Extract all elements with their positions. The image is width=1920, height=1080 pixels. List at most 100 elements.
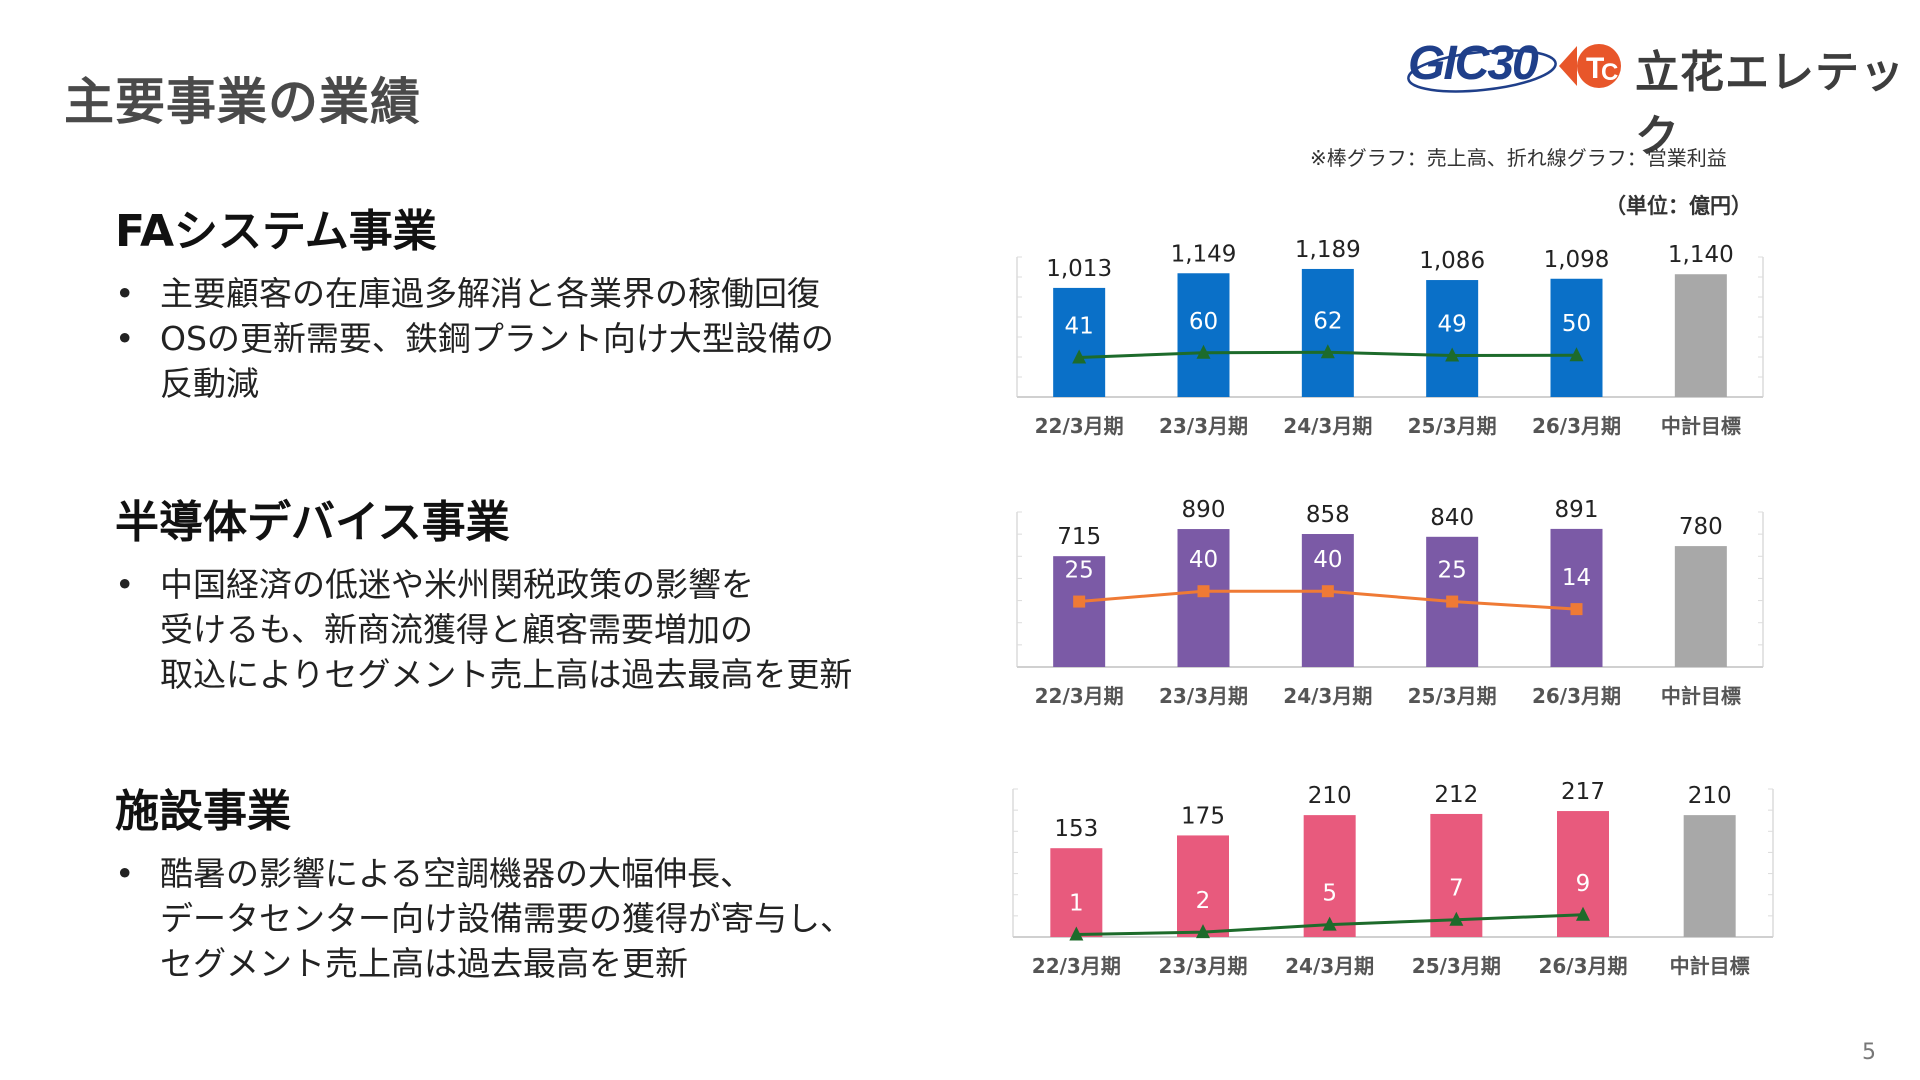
bullet-item: • 酷暑の影響による空調機器の大幅伸長、 データセンター向け設備需要の獲得が寄与…	[115, 851, 975, 986]
line-marker	[1446, 595, 1459, 608]
line-marker	[1322, 916, 1337, 931]
page-title: 主要事業の業績	[64, 73, 421, 131]
section-semiconductor: 半導体デバイス事業 • 中国経済の低迷や米州関税政策の影響を 受けるも、新商流獲…	[115, 486, 975, 697]
profit-value-label: 7	[1449, 876, 1464, 902]
x-tick-label: 25/3月期	[1408, 414, 1497, 438]
bar-value-label: 1,013	[1046, 256, 1112, 282]
bullet-item: • 中国経済の低迷や米州関税政策の影響を 受けるも、新商流獲得と顧客需要増加の …	[115, 562, 975, 697]
bar-value-label: 890	[1182, 497, 1226, 523]
bar-value-label: 212	[1434, 782, 1478, 808]
bar-value-label: 175	[1181, 803, 1225, 829]
bullet-item: • OSの更新需要、鉄鋼プラント向け大型設備の 反動減	[115, 316, 975, 406]
x-tick-label: 25/3月期	[1408, 684, 1497, 708]
x-tick-label: 22/3月期	[1035, 414, 1124, 438]
bar	[1177, 273, 1230, 397]
bullet-text: 取込によりセグメント売上高は過去最高を更新	[160, 655, 853, 694]
x-tick-label: 25/3月期	[1412, 954, 1501, 978]
gic-swoosh-icon	[1407, 49, 1557, 93]
x-tick-label: 23/3月期	[1159, 414, 1248, 438]
bar-value-label: 891	[1555, 497, 1599, 523]
x-tick-label: 26/3月期	[1532, 684, 1621, 708]
line-marker	[1320, 344, 1335, 359]
svg-text:T: T	[1586, 52, 1604, 85]
x-tick-label: 24/3月期	[1283, 684, 1372, 708]
bullet-marker: •	[115, 319, 135, 358]
profit-value-label: 25	[1065, 558, 1094, 584]
bar-value-label: 153	[1054, 816, 1098, 842]
bar	[1177, 835, 1229, 937]
x-tick-label: 24/3月期	[1283, 414, 1372, 438]
company-name: 立花エレテック	[1635, 47, 1905, 162]
bar-value-label: 1,149	[1171, 241, 1237, 267]
bar-value-label: 858	[1306, 502, 1350, 528]
bar	[1050, 848, 1103, 937]
profit-value-label: 50	[1562, 311, 1591, 337]
bar	[1683, 815, 1736, 937]
bar	[1053, 287, 1106, 397]
x-tick-label: 23/3月期	[1158, 954, 1247, 978]
profit-value-label: 2	[1196, 888, 1211, 914]
bar-value-label: 715	[1057, 524, 1101, 550]
bar-value-label: 840	[1430, 505, 1474, 531]
line-marker	[1196, 344, 1211, 359]
bar-value-label: 1,098	[1544, 247, 1610, 273]
bar-value-label: 217	[1561, 779, 1605, 805]
section-title: 施設事業	[115, 786, 291, 837]
bar	[1177, 529, 1230, 667]
bullet-text: 受けるも、新商流獲得と顧客需要増加の	[160, 610, 754, 649]
line-marker	[1073, 595, 1086, 608]
profit-value-label: 40	[1313, 547, 1342, 573]
line-marker	[1197, 585, 1210, 598]
gic-logo-text: GIC30	[1408, 37, 1539, 90]
x-tick-label: 中計目標	[1661, 414, 1741, 438]
line-marker	[1072, 349, 1087, 364]
bar	[1053, 556, 1106, 667]
line-marker	[1570, 603, 1583, 616]
bar-value-label: 780	[1679, 514, 1723, 540]
section-facilities: 施設事業 • 酷暑の影響による空調機器の大幅伸長、 データセンター向け設備需要の…	[115, 775, 975, 986]
line-marker	[1445, 347, 1460, 362]
facilities-sales-chart: 153 175 210 212 217 210 1 2 5 7 9 22/3月期 23/3月期 24/3月…	[1012, 779, 1774, 978]
bullet-text: 反動減	[160, 364, 259, 403]
bullet-text: 酷暑の影響による空調機器の大幅伸長、	[160, 854, 754, 893]
profit-value-label: 5	[1322, 881, 1337, 907]
tc-logo-icon: T C	[1559, 44, 1621, 88]
fa-sales-chart: 1,013 1,149 1,189 1,086 1,098 1,140 41 60 62 49 50…	[1016, 237, 1764, 438]
x-tick-label: 24/3月期	[1285, 954, 1374, 978]
bullet-text: セグメント売上高は過去最高を更新	[160, 944, 688, 983]
chart-note: ※棒グラフ：売上高、折れ線グラフ：営業利益	[1310, 146, 1727, 170]
profit-value-label: 62	[1313, 308, 1342, 334]
x-tick-label: 26/3月期	[1532, 414, 1621, 438]
bar	[1674, 546, 1727, 667]
bar-value-label: 210	[1308, 783, 1352, 809]
bar-value-label: 1,086	[1419, 248, 1485, 274]
bar	[1301, 268, 1354, 397]
profit-value-label: 25	[1438, 558, 1467, 584]
bullet-marker: •	[115, 565, 135, 604]
line-marker	[1196, 924, 1210, 939]
bar	[1674, 274, 1727, 397]
bar	[1550, 528, 1603, 667]
company-logo: GIC30 T C 立花エレテック	[1400, 32, 1910, 162]
bullet-item: • 主要顧客の在庫過多解消と各業界の稼働回復	[115, 271, 975, 316]
profit-value-label: 60	[1189, 309, 1218, 335]
profit-value-label: 1	[1069, 891, 1084, 917]
bar	[1550, 278, 1603, 397]
bullet-text: OSの更新需要、鉄鋼プラント向け大型設備の	[160, 319, 834, 358]
profit-value-label: 40	[1189, 547, 1218, 573]
bullet-text: 中国経済の低迷や米州関税政策の影響を	[160, 565, 754, 604]
x-tick-label: 26/3月期	[1538, 954, 1627, 978]
line-marker	[1321, 585, 1334, 598]
profit-value-label: 14	[1562, 565, 1591, 591]
profit-value-label: 41	[1065, 313, 1094, 339]
x-tick-label: 中計目標	[1670, 954, 1750, 978]
x-tick-label: 中計目標	[1661, 684, 1741, 708]
bar	[1301, 534, 1354, 667]
line-marker	[1569, 347, 1584, 362]
x-tick-label: 22/3月期	[1032, 954, 1121, 978]
line-marker	[1576, 906, 1590, 921]
chart-fa: 1,013 1,149 1,189 1,086 1,098 1,140 41 60 62 49 50…	[1005, 225, 1785, 455]
bar	[1426, 280, 1479, 397]
profit-value-label: 9	[1576, 871, 1591, 897]
bar-value-label: 210	[1688, 783, 1732, 809]
